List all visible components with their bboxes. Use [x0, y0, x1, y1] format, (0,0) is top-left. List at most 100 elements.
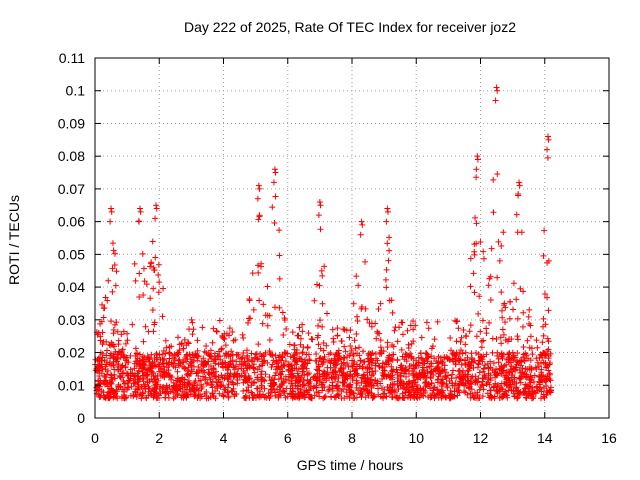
- data-point: [502, 372, 509, 379]
- data-point: [398, 346, 405, 353]
- data-point: [238, 355, 245, 362]
- data-point: [148, 365, 155, 372]
- data-point: [124, 373, 131, 380]
- data-point: [166, 349, 173, 356]
- data-point: [330, 360, 337, 367]
- data-point: [480, 353, 487, 360]
- data-point: [297, 335, 304, 342]
- data-point: [110, 394, 117, 401]
- data-point: [226, 372, 233, 379]
- data-point: [315, 322, 322, 329]
- data-point: [514, 336, 521, 343]
- data-point: [410, 338, 417, 345]
- data-point: [311, 392, 318, 399]
- data-point: [130, 393, 137, 400]
- data-point: [462, 381, 469, 388]
- data-point: [143, 366, 150, 373]
- data-point: [296, 324, 303, 331]
- data-point: [488, 245, 495, 252]
- data-point: [399, 353, 406, 360]
- data-point: [224, 388, 231, 395]
- data-point: [111, 250, 118, 257]
- data-point: [372, 368, 379, 375]
- data-point: [142, 323, 149, 330]
- data-point: [471, 289, 478, 296]
- data-point: [444, 355, 451, 362]
- data-point: [354, 313, 361, 320]
- data-point: [99, 329, 106, 336]
- data-point: [494, 274, 501, 281]
- data-point: [140, 265, 147, 272]
- data-point: [357, 357, 364, 364]
- data-point: [487, 393, 494, 400]
- data-point: [378, 347, 385, 354]
- data-point: [427, 392, 434, 399]
- data-point: [545, 367, 552, 374]
- data-point: [435, 373, 442, 380]
- data-point: [221, 386, 228, 393]
- data-point: [331, 375, 338, 382]
- data-point: [242, 393, 249, 400]
- data-point: [451, 351, 458, 358]
- data-point: [244, 319, 251, 326]
- data-point: [474, 156, 481, 163]
- data-point: [231, 393, 238, 400]
- data-point: [375, 306, 382, 313]
- data-point: [438, 394, 445, 401]
- data-point: [521, 370, 528, 377]
- data-point: [340, 326, 347, 333]
- data-point: [334, 382, 341, 389]
- data-point: [160, 347, 167, 354]
- x-tick-label: 10: [408, 430, 424, 446]
- data-point: [498, 242, 505, 249]
- data-point: [426, 363, 433, 370]
- data-point: [255, 341, 262, 348]
- data-point: [447, 334, 454, 341]
- data-point: [351, 337, 358, 344]
- data-point: [349, 357, 356, 364]
- data-point: [192, 378, 199, 385]
- data-point: [368, 390, 375, 397]
- data-point: [287, 353, 294, 360]
- data-point: [334, 371, 341, 378]
- data-point: [316, 377, 323, 384]
- data-point: [513, 364, 520, 371]
- data-point: [195, 387, 202, 394]
- data-point: [437, 354, 444, 361]
- data-point: [515, 192, 522, 199]
- data-point: [258, 263, 265, 270]
- data-point: [254, 366, 261, 373]
- data-point: [482, 373, 489, 380]
- data-point: [215, 361, 222, 368]
- data-point: [317, 317, 324, 324]
- data-point: [272, 372, 279, 379]
- data-point: [252, 351, 259, 358]
- data-point: [153, 350, 160, 357]
- data-point: [384, 208, 391, 215]
- data-point: [280, 332, 287, 339]
- data-point: [334, 332, 341, 339]
- data-point: [186, 326, 193, 333]
- data-point: [113, 268, 120, 275]
- data-point: [474, 153, 481, 160]
- data-point: [544, 259, 551, 266]
- data-point: [479, 393, 486, 400]
- data-point: [266, 347, 273, 354]
- data-point: [236, 361, 243, 368]
- data-point: [272, 352, 279, 359]
- data-point: [447, 394, 454, 401]
- data-point: [520, 309, 527, 316]
- data-point: [141, 278, 148, 285]
- data-point: [398, 367, 405, 374]
- data-point: [256, 185, 263, 192]
- data-point: [477, 239, 484, 246]
- data-point: [406, 352, 413, 359]
- data-point: [460, 326, 467, 333]
- data-point: [151, 387, 158, 394]
- data-point: [268, 364, 275, 371]
- data-point: [198, 367, 205, 374]
- data-point: [155, 261, 162, 268]
- data-point: [410, 318, 417, 325]
- data-point: [160, 363, 167, 370]
